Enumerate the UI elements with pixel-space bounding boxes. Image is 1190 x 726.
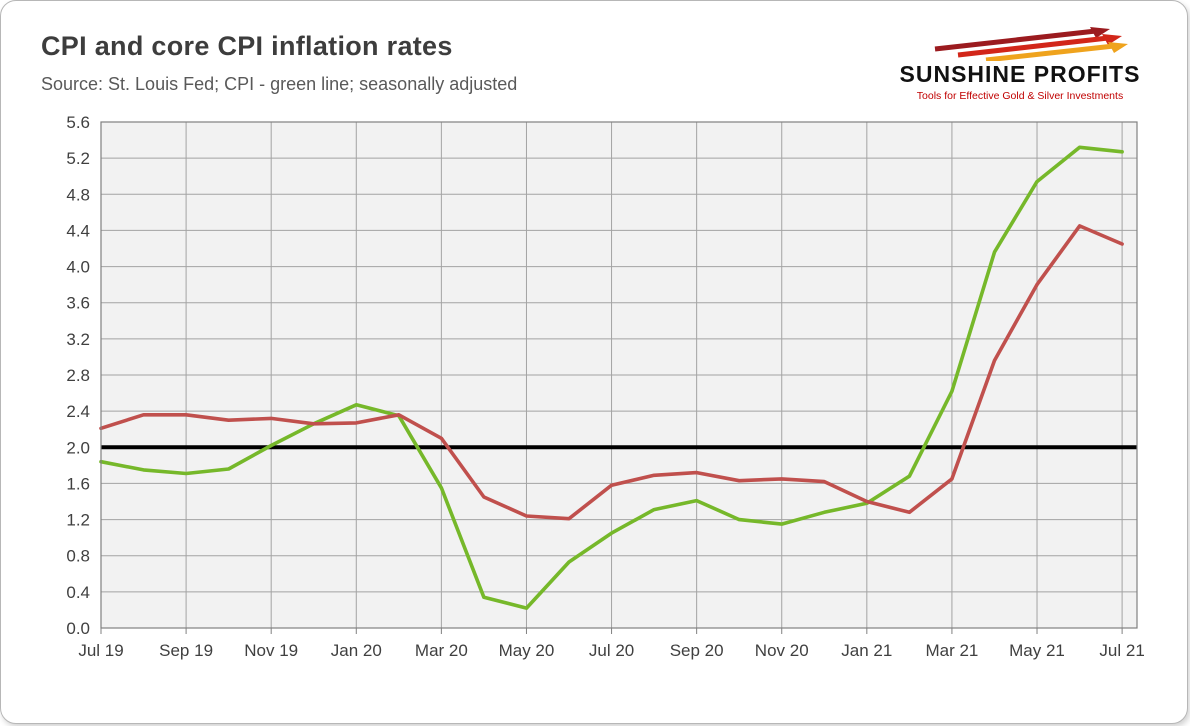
title-block: CPI and core CPI inflation rates Source:… [41,25,517,95]
cpi-line [99,145,1124,610]
y-tick-label: 4.0 [66,258,90,277]
x-tick-label: May 21 [1009,641,1065,660]
y-tick-label: 1.2 [66,511,90,530]
x-tick-label: Jan 20 [331,641,382,660]
header: CPI and core CPI inflation rates Source:… [1,1,1187,102]
y-tick-label: 2.0 [66,438,90,457]
chart-subtitle: Source: St. Louis Fed; CPI - green line;… [41,74,518,94]
logo-arrow-head [1090,27,1110,38]
x-tick-label: Nov 19 [244,641,298,660]
logo-arrow-shaft [934,28,1097,52]
sunshine-profits-logo: SUNSHINE PROFITS Tools for Effective Gol… [891,27,1149,102]
logo-arrows-icon [934,27,1128,61]
x-tick-label: Jan 21 [841,641,892,660]
y-tick-label: 1.6 [66,474,90,493]
x-tick-label: Sep 19 [159,641,213,660]
x-tick-label: Mar 21 [925,641,978,660]
y-tick-label: 0.4 [66,583,90,602]
logo-arrow-head [1102,34,1122,45]
plot-border [100,121,1138,629]
logo-text: SUNSHINE PROFITS [899,61,1141,87]
y-tick-label: 0.0 [66,619,90,638]
x-tick-label: Sep 20 [670,641,724,660]
y-tick-label: 5.2 [66,149,90,168]
y-tick-label: 4.8 [66,185,90,204]
y-tick-label: 2.8 [66,366,90,385]
x-tick-label: Mar 20 [415,641,468,660]
logo-tagline: Tools for Effective Gold & Silver Invest… [916,90,1124,102]
x-tick-label: Jul 20 [589,641,634,660]
cpi-chart: 0.0 0.4 0.8 1.2 1.6 2.0 2.4 2.8 3.2 3.6 4.0 4.4 4.8 5… [66,113,1144,660]
y-tick-label: 4.4 [66,221,90,240]
y-tick-label: 5.6 [66,113,90,132]
x-tick-label: Jul 19 [78,641,123,660]
x-tick-label: Nov 20 [755,641,809,660]
logo-arrow-head [1108,42,1128,53]
y-tick-label: 0.8 [66,547,90,566]
x-tick-label: Jul 21 [1099,641,1144,660]
core-cpi-line [99,224,1124,521]
x-tick-label: May 20 [499,641,555,660]
y-tick-label: 3.6 [66,294,90,313]
logo-arrow-shaft [985,43,1115,61]
page-title: CPI and core CPI inflation rates [41,31,453,61]
logo-arrow-shaft [957,35,1109,58]
chart-area: 0.0 0.4 0.8 1.2 1.6 2.0 2.4 2.8 3.2 3.6 4.0 4.4 4.8 5… [1,108,1187,679]
y-tick-label: 2.4 [66,402,90,421]
y-tick-label: 3.2 [66,330,90,349]
